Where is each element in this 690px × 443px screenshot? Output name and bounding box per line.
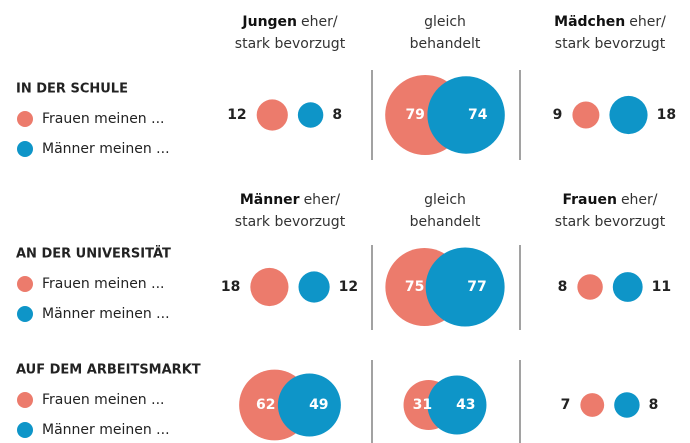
value-label: 8 [332, 107, 342, 123]
legend-label: Männer meinen ... [42, 141, 170, 157]
value-label: 9 [553, 107, 563, 123]
header-text: eher/ [304, 192, 341, 208]
header-text: eher/ [301, 14, 338, 30]
value-label: 75 [405, 279, 424, 295]
bubble [277, 373, 341, 437]
legend-label: Männer meinen ... [42, 422, 170, 438]
value-label: 12 [227, 107, 246, 123]
header-text: gleich [424, 192, 466, 208]
bubble [250, 267, 289, 307]
bubble [580, 393, 605, 417]
column-header: stark bevorzugt [235, 214, 346, 230]
bubble [609, 95, 648, 135]
bubble [614, 392, 640, 418]
header-bold: Frauen [562, 192, 616, 208]
legend-swatch [17, 306, 33, 322]
value-label: 43 [456, 397, 475, 413]
column-header: Jungen eher/ [241, 14, 337, 30]
value-label: 7 [561, 397, 571, 413]
bubble [297, 102, 324, 128]
bubble [256, 99, 288, 131]
group-title: AN DER UNIVERSITÄT [16, 246, 171, 262]
legend-label: Frauen meinen ... [42, 111, 164, 127]
column-header: stark bevorzugt [555, 214, 666, 230]
header-bold: Mädchen [554, 14, 625, 30]
legend-label: Männer meinen ... [42, 306, 170, 322]
bubble [577, 274, 603, 300]
header-text: eher/ [621, 192, 658, 208]
value-label: 12 [339, 279, 358, 295]
column-header: stark bevorzugt [555, 36, 666, 52]
header-bold: Männer [240, 192, 300, 208]
bubble [612, 272, 643, 302]
value-label: 77 [467, 279, 486, 295]
column-header: behandelt [410, 214, 481, 230]
bubble [427, 76, 505, 154]
group-title: AUF DEM ARBEITSMARKT [16, 363, 201, 378]
column-header: gleich [424, 14, 466, 30]
header-text: gleich [424, 14, 466, 30]
group-title: IN DER SCHULE [16, 82, 128, 97]
header-bold: Jungen [241, 14, 297, 30]
column-header: Männer eher/ [240, 192, 341, 208]
header-text: eher/ [629, 14, 666, 30]
legend-swatch [17, 141, 33, 157]
value-label: 18 [657, 107, 676, 123]
column-header: gleich [424, 192, 466, 208]
column-header: Mädchen eher/ [554, 14, 666, 30]
column-header: stark bevorzugt [235, 36, 346, 52]
legend-swatch [17, 392, 33, 408]
value-label: 74 [468, 107, 488, 123]
value-label: 8 [558, 279, 568, 295]
legend-label: Frauen meinen ... [42, 276, 164, 292]
legend-swatch [17, 422, 33, 438]
bubble [425, 247, 505, 327]
value-label: 62 [256, 397, 275, 413]
value-label: 18 [221, 279, 240, 295]
legend-swatch [17, 276, 33, 292]
legend-swatch [17, 111, 33, 127]
bubble [298, 271, 330, 303]
value-label: 49 [309, 397, 328, 413]
bubble [572, 101, 600, 129]
column-header: Frauen eher/ [562, 192, 657, 208]
value-label: 11 [652, 279, 671, 295]
value-label: 31 [413, 397, 432, 413]
bubble [427, 375, 487, 435]
column-header: behandelt [410, 36, 481, 52]
value-label: 79 [405, 107, 424, 123]
value-label: 8 [649, 397, 659, 413]
legend-label: Frauen meinen ... [42, 392, 164, 408]
